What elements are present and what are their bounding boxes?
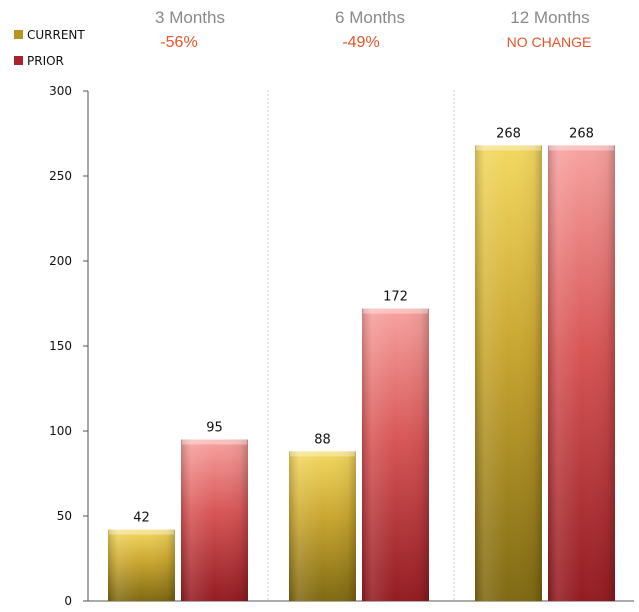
bar-shine	[108, 529, 175, 601]
y-tick-label: 250	[49, 169, 72, 183]
data-label-prior-12-months: 268	[569, 126, 594, 141]
group-change-12-months: NO CHANGE	[507, 34, 592, 50]
data-label-prior-6-months: 172	[383, 290, 408, 305]
data-label-current-12-months: 268	[496, 126, 521, 141]
group-title-3-months: 3 Months	[155, 8, 225, 27]
legend-label-current: CURRENT	[27, 28, 85, 42]
bar-bevel	[363, 308, 428, 314]
data-label-current-3-months: 42	[133, 511, 150, 526]
bar-bevel	[182, 439, 247, 445]
y-tick-label: 100	[49, 424, 72, 438]
bar-shine	[475, 145, 542, 601]
bar-bevel	[476, 145, 541, 151]
bar-bevel	[549, 145, 614, 151]
y-tick-label: 200	[49, 254, 72, 268]
bar-shine	[289, 451, 356, 601]
y-tick-label: 50	[57, 509, 72, 523]
group-headers: 3 Months -56% 6 Months -49% 12 Months NO…	[155, 8, 591, 51]
bars	[108, 145, 615, 601]
bar-shine	[548, 145, 615, 601]
y-axis-ticks: 0 50 100 150 200 250 300	[49, 84, 88, 608]
legend-swatch-prior	[14, 56, 23, 65]
data-label-current-6-months: 88	[314, 432, 331, 447]
group-title-6-months: 6 Months	[335, 8, 405, 27]
value-labels: 42 95 88 172 268 268	[133, 126, 594, 525]
bar-shine	[181, 439, 248, 601]
group-title-12-months: 12 Months	[510, 8, 589, 27]
legend-swatch-current	[14, 30, 23, 39]
y-tick-label: 0	[64, 594, 72, 608]
legend-label-prior: PRIOR	[27, 54, 64, 68]
y-tick-label: 300	[49, 84, 72, 98]
bar-bevel	[290, 451, 355, 457]
bar-bevel	[109, 529, 174, 535]
group-change-6-months: -49%	[342, 34, 379, 51]
data-label-prior-3-months: 95	[206, 421, 223, 436]
legend: CURRENT PRIOR	[14, 28, 85, 68]
y-tick-label: 150	[49, 339, 72, 353]
group-change-3-months: -56%	[160, 34, 197, 51]
bar-shine	[362, 308, 429, 601]
